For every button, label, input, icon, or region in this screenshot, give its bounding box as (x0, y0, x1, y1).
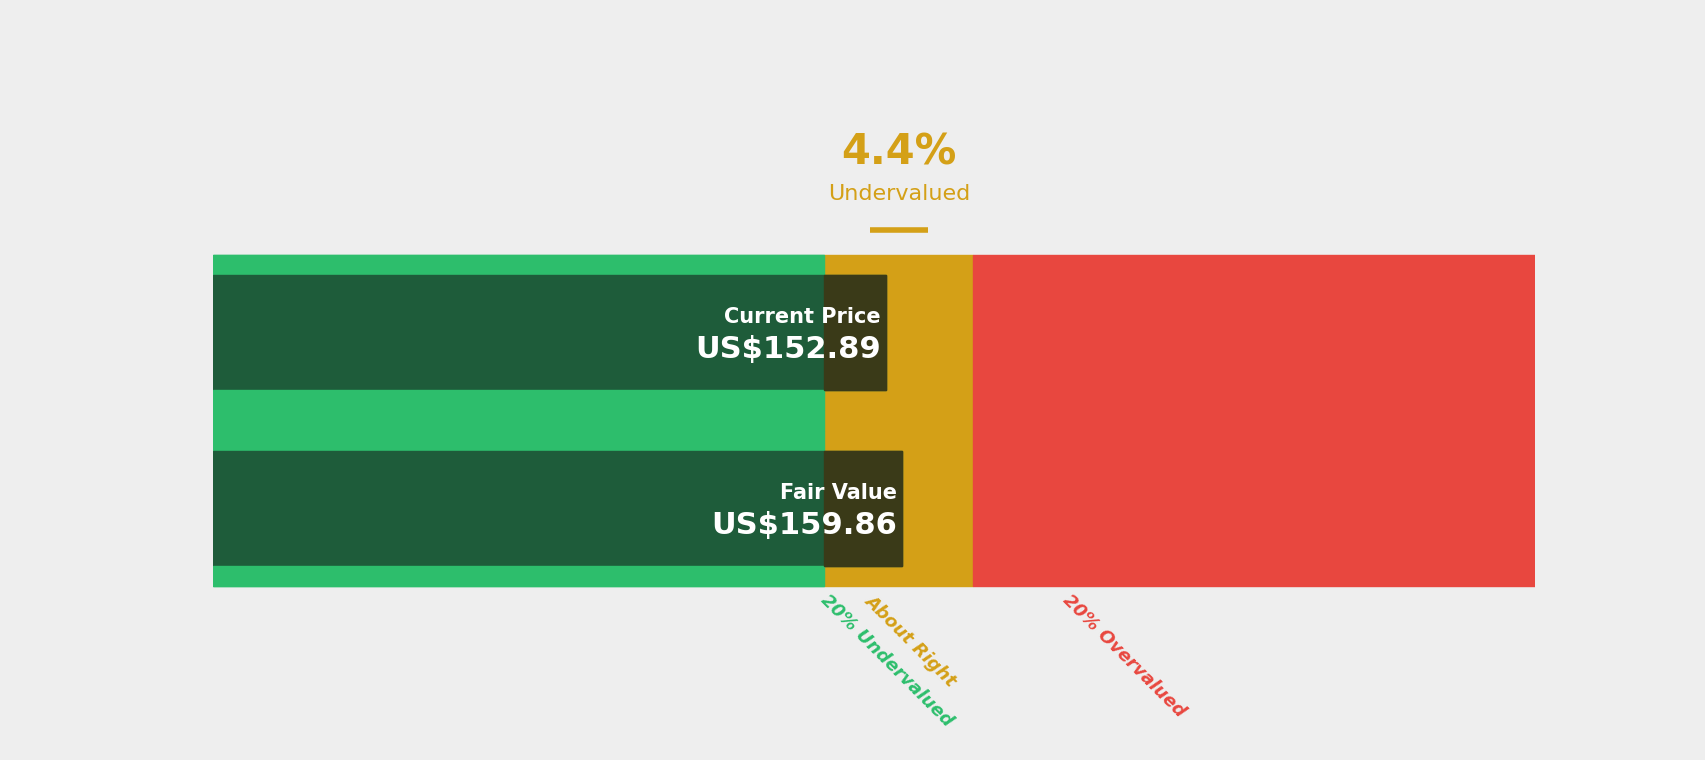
Bar (213, 390, 824, 410)
Bar (824, 255, 974, 586)
Bar (213, 255, 824, 275)
Text: Undervalued: Undervalued (827, 184, 970, 204)
Bar (213, 255, 824, 586)
Bar (213, 275, 885, 390)
Text: About Right: About Right (861, 591, 960, 690)
Bar (824, 451, 902, 566)
Text: 20% Undervalued: 20% Undervalued (817, 591, 957, 730)
Text: Current Price: Current Price (725, 308, 880, 328)
Bar (974, 255, 1534, 586)
Bar (213, 451, 902, 566)
Bar (213, 566, 824, 586)
Bar (824, 275, 885, 390)
Text: US$159.86: US$159.86 (711, 511, 897, 540)
Bar (213, 410, 824, 431)
Bar (213, 431, 824, 451)
Text: US$152.89: US$152.89 (694, 335, 880, 364)
Text: 20% Overvalued: 20% Overvalued (1059, 591, 1188, 721)
Text: 4.4%: 4.4% (841, 131, 957, 173)
Text: Fair Value: Fair Value (779, 483, 897, 503)
